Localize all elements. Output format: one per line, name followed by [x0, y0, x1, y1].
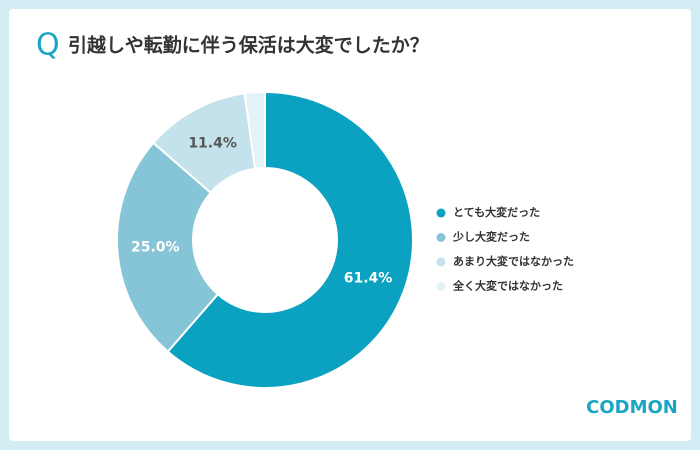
legend-label: あまり大変ではなかった — [453, 254, 574, 268]
chart-title: 引越しや転勤に伴う保活は大変でしたか？ — [68, 34, 429, 57]
title-marker: Q — [36, 28, 60, 63]
legend-label: 少し大変だった — [452, 230, 530, 244]
value-label: 25.0% — [131, 240, 180, 256]
logo: CODMON — [586, 397, 678, 418]
value-label: 61.4% — [344, 271, 393, 287]
legend-label: 全く大変ではなかった — [452, 279, 563, 293]
legend-swatch — [436, 282, 446, 291]
legend-swatch — [436, 257, 446, 267]
donut-slice — [166, 90, 414, 389]
legend-label: とても大変だった — [453, 205, 540, 219]
donut-slice — [243, 90, 266, 170]
donut-slice — [116, 141, 220, 354]
legend-swatch — [436, 233, 446, 242]
value-label: 11.4% — [188, 135, 237, 151]
legend-swatch — [436, 208, 446, 218]
